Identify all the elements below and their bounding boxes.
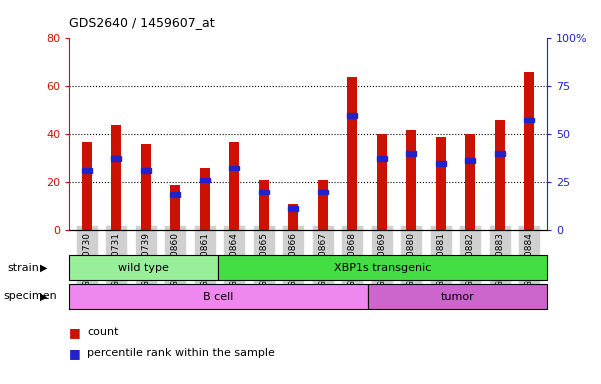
Text: ■: ■: [69, 326, 81, 339]
Text: GDS2640 / 1459607_at: GDS2640 / 1459607_at: [69, 16, 215, 29]
Bar: [465, 134, 475, 230]
Text: percentile rank within the sample: percentile rank within the sample: [87, 348, 275, 358]
Bar: [200, 177, 210, 182]
Bar: [377, 134, 387, 230]
Bar: [229, 166, 239, 170]
Text: XBP1s transgenic: XBP1s transgenic: [334, 263, 432, 273]
Bar: [495, 120, 505, 230]
Bar: [258, 180, 269, 230]
Text: count: count: [87, 327, 118, 337]
Text: strain: strain: [8, 263, 40, 273]
Bar: [200, 168, 210, 230]
Bar: [317, 190, 328, 194]
Bar: [317, 180, 328, 230]
Text: ▶: ▶: [40, 291, 47, 301]
FancyBboxPatch shape: [69, 255, 218, 280]
Bar: [524, 118, 534, 122]
Bar: [141, 168, 151, 173]
Bar: [111, 156, 121, 161]
Text: ■: ■: [69, 347, 81, 360]
FancyBboxPatch shape: [218, 255, 547, 280]
Bar: [406, 129, 416, 230]
Bar: [258, 190, 269, 194]
Bar: [347, 113, 358, 118]
Bar: [141, 144, 151, 230]
Text: tumor: tumor: [441, 291, 474, 302]
Text: wild type: wild type: [118, 263, 169, 273]
Text: specimen: specimen: [3, 291, 56, 301]
Bar: [170, 192, 180, 197]
FancyBboxPatch shape: [368, 284, 547, 309]
Bar: [170, 185, 180, 230]
Text: B cell: B cell: [203, 291, 234, 302]
Bar: [436, 137, 446, 230]
Text: ▶: ▶: [40, 263, 47, 273]
Bar: [524, 72, 534, 230]
Bar: [82, 168, 92, 173]
Bar: [436, 161, 446, 166]
Bar: [288, 207, 299, 211]
Bar: [406, 151, 416, 156]
FancyBboxPatch shape: [69, 284, 368, 309]
Bar: [347, 77, 358, 230]
Bar: [495, 151, 505, 156]
Bar: [229, 142, 239, 230]
Bar: [377, 156, 387, 161]
Bar: [82, 142, 92, 230]
Bar: [111, 125, 121, 230]
Bar: [465, 158, 475, 163]
Bar: [288, 204, 299, 230]
